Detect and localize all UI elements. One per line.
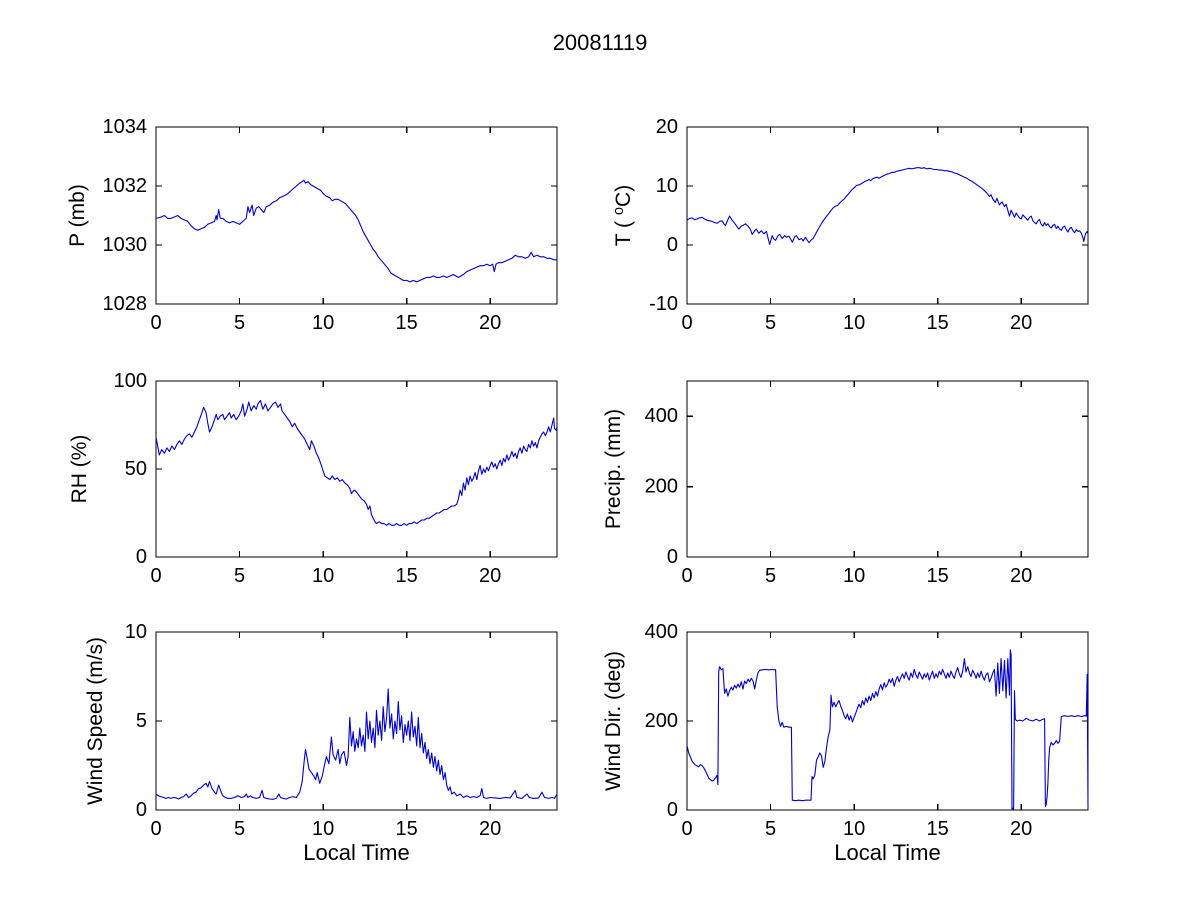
x-tick-label: 5 xyxy=(234,312,245,334)
y-axis-label-precip: Precip. (mm) xyxy=(602,409,625,529)
x-tick-label: 15 xyxy=(396,818,418,840)
y-tick-label: 200 xyxy=(645,476,678,498)
data-line-wind_dir xyxy=(686,649,1089,810)
x-tick-label: 5 xyxy=(765,312,776,334)
data-line-pressure xyxy=(155,179,558,283)
x-tick-label: 0 xyxy=(150,312,161,334)
y-tick-label: 400 xyxy=(645,405,678,427)
x-tick-label: 10 xyxy=(843,565,865,587)
x-tick-label: 20 xyxy=(1010,565,1032,587)
x-tick-label: 10 xyxy=(312,312,334,334)
x-tick-label: 20 xyxy=(1010,818,1032,840)
data-line-wind_speed xyxy=(155,688,558,800)
y-tick-label: 10 xyxy=(656,175,678,197)
y-tick-label: 100 xyxy=(114,370,147,392)
x-tick-label: 15 xyxy=(396,565,418,587)
x-tick-label: 15 xyxy=(927,818,949,840)
x-tick-label: 0 xyxy=(150,565,161,587)
data-line-temperature xyxy=(686,167,1089,245)
y-tick-label: 0 xyxy=(667,799,678,821)
subplot-wind_speed: 0 5 10 15 20 0 5 10 Wind Speed (m/s) xyxy=(84,621,558,840)
x-tick-label: 0 xyxy=(681,818,692,840)
y-axis-label-wind_speed: Wind Speed (m/s) xyxy=(84,637,107,805)
y-tick-label: 1030 xyxy=(103,234,148,256)
axes-box xyxy=(155,126,558,305)
x-tick-label: 10 xyxy=(843,312,865,334)
x-tick-label: 5 xyxy=(234,565,245,587)
subplot-humidity: 0 5 10 15 20 0 50 100 RH (%) xyxy=(68,370,558,587)
y-tick-label: 5 xyxy=(136,710,147,732)
x-tick-label: 5 xyxy=(765,818,776,840)
y-tick-label: -10 xyxy=(649,293,678,315)
x-tick-label: 15 xyxy=(927,312,949,334)
x-axis-label-wind-dir: Local Time xyxy=(834,840,941,865)
y-tick-label: 0 xyxy=(667,234,678,256)
x-tick-label: 20 xyxy=(479,818,501,840)
y-tick-label: 0 xyxy=(136,799,147,821)
y-tick-label: 0 xyxy=(136,546,147,568)
y-tick-label: 400 xyxy=(645,621,678,643)
y-tick-label: 200 xyxy=(645,710,678,732)
x-tick-label: 20 xyxy=(479,312,501,334)
x-tick-label: 10 xyxy=(312,818,334,840)
axes-box xyxy=(686,380,1089,558)
x-tick-label: 20 xyxy=(479,565,501,587)
x-tick-label: 0 xyxy=(681,565,692,587)
y-tick-label: 20 xyxy=(656,116,678,138)
axes-box xyxy=(686,126,1089,305)
subplot-pressure: 0 5 10 15 20 1028 1030 1032 1034 P (mb) xyxy=(66,116,558,334)
x-tick-label: 5 xyxy=(234,818,245,840)
x-tick-label: 10 xyxy=(312,565,334,587)
y-axis-label-wind_dir: Wind Dir. (deg) xyxy=(602,651,625,791)
y-axis-label-humidity: RH (%) xyxy=(68,435,91,504)
y-tick-label: 0 xyxy=(667,546,678,568)
y-axis-label-temperature: T ( oC) xyxy=(611,185,635,246)
data-line-humidity xyxy=(155,399,558,526)
x-tick-label: 5 xyxy=(765,565,776,587)
x-axis-label-wind-speed: Local Time xyxy=(303,840,410,865)
x-tick-label: 15 xyxy=(396,312,418,334)
axes-box xyxy=(155,631,558,811)
x-tick-label: 10 xyxy=(843,818,865,840)
axes-box xyxy=(686,631,1089,811)
y-axis-label-pressure: P (mb) xyxy=(66,184,89,247)
y-tick-label: 1032 xyxy=(103,175,148,197)
x-tick-label: 0 xyxy=(681,312,692,334)
x-tick-label: 20 xyxy=(1010,312,1032,334)
x-tick-label: 0 xyxy=(150,818,161,840)
x-tick-label: 15 xyxy=(927,565,949,587)
y-tick-label: 1034 xyxy=(103,116,148,138)
y-tick-label: 1028 xyxy=(103,293,148,315)
y-tick-label: 50 xyxy=(125,458,147,480)
figure-title: 20081119 xyxy=(552,30,648,55)
y-tick-label: 10 xyxy=(125,621,147,643)
